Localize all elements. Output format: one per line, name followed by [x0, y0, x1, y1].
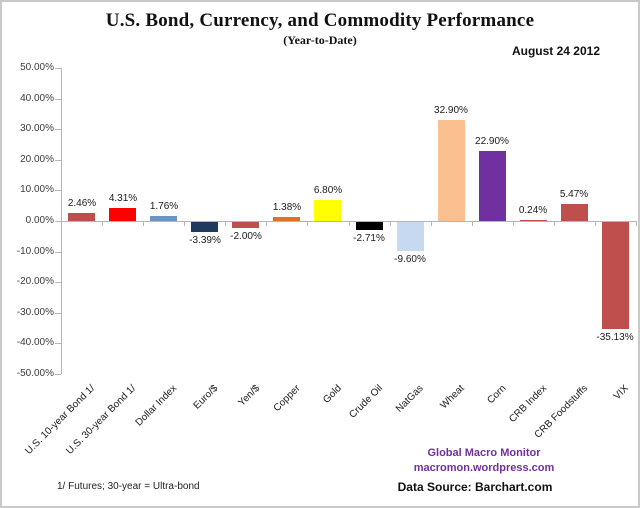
credit-line-2: macromon.wordpress.com: [413, 462, 555, 474]
y-tick-label: 10.00%: [20, 184, 54, 195]
x-category-label: Wheat: [438, 383, 467, 412]
bar-value-label: 2.46%: [67, 198, 97, 209]
bar: [68, 213, 95, 221]
x-category-label: Dollar Index: [133, 383, 180, 429]
y-tick-mark: [55, 252, 61, 253]
x-category-label: NatGas: [394, 383, 426, 415]
x-category-label: CRB Index: [507, 383, 550, 425]
x-category-label: Euro/$: [191, 383, 221, 412]
y-tick-mark: [55, 129, 61, 130]
bar-value-label: -9.60%: [394, 254, 426, 265]
bar: [273, 217, 300, 221]
x-category-label: Corn: [484, 383, 509, 407]
y-tick-mark: [55, 190, 61, 191]
bar-value-label: 1.76%: [149, 201, 179, 212]
bar: [109, 208, 136, 221]
x-tick-mark: [349, 221, 350, 226]
credit-line-1: Global Macro Monitor: [427, 447, 541, 459]
y-tick-mark: [55, 313, 61, 314]
bar: [520, 220, 547, 221]
bar-value-label: 0.24%: [518, 205, 548, 216]
x-tick-mark: [554, 221, 555, 226]
y-tick-mark: [55, 282, 61, 283]
y-tick-mark: [55, 221, 61, 222]
x-axis-line: [61, 221, 636, 222]
bar: [602, 222, 629, 329]
bar-value-label: 22.90%: [475, 136, 509, 147]
footnote: 1/ Futures; 30-year = Ultra-bond: [57, 481, 200, 492]
y-tick-label: 50.00%: [20, 62, 54, 73]
y-tick-label: -10.00%: [16, 246, 54, 257]
y-tick-label: 30.00%: [20, 123, 54, 134]
x-tick-mark: [143, 221, 144, 226]
bar: [397, 222, 424, 251]
y-tick-label: -20.00%: [16, 276, 54, 287]
x-tick-mark: [595, 221, 596, 226]
bar-value-label: 1.38%: [272, 202, 302, 213]
bar-value-label: -35.13%: [596, 332, 634, 343]
x-category-label: Yen/$: [235, 383, 262, 409]
x-tick-mark: [61, 221, 62, 226]
x-category-label: Gold: [321, 383, 344, 406]
y-tick-mark: [55, 68, 61, 69]
bar-value-label: 6.80%: [313, 185, 343, 196]
x-category-label: Copper: [271, 383, 303, 414]
bar-value-label: 4.31%: [108, 193, 138, 204]
x-tick-mark: [390, 221, 391, 226]
x-tick-mark: [513, 221, 514, 226]
y-tick-mark: [55, 99, 61, 100]
y-tick-mark: [55, 160, 61, 161]
bar: [232, 222, 259, 228]
bar-value-label: 32.90%: [434, 105, 468, 116]
bar-value-label: -3.39%: [189, 235, 221, 246]
x-tick-mark: [307, 221, 308, 226]
x-tick-mark: [102, 221, 103, 226]
y-tick-label: 40.00%: [20, 93, 54, 104]
bar: [479, 151, 506, 221]
y-tick-mark: [55, 343, 61, 344]
x-tick-mark: [431, 221, 432, 226]
x-tick-mark: [184, 221, 185, 226]
x-category-label: Crude Oil: [347, 383, 385, 421]
x-category-label: U.S. 30-year Bond 1/: [64, 383, 139, 457]
x-category-label: U.S. 10-year Bond 1/: [23, 383, 98, 457]
y-tick-label: 0.00%: [25, 215, 54, 226]
x-tick-mark: [225, 221, 226, 226]
x-tick-mark: [636, 221, 637, 226]
y-tick-label: -30.00%: [16, 307, 54, 318]
x-tick-mark: [266, 221, 267, 226]
bar: [561, 204, 588, 221]
y-tick-label: -40.00%: [16, 337, 54, 348]
data-source: Data Source: Barchart.com: [397, 480, 553, 494]
bar: [314, 200, 341, 221]
y-tick-mark: [55, 374, 61, 375]
chart-title: U.S. Bond, Currency, and Commodity Perfo…: [105, 10, 535, 31]
bar: [438, 120, 465, 221]
x-category-label: VIX: [612, 383, 632, 403]
x-tick-mark: [472, 221, 473, 226]
bar-value-label: 5.47%: [559, 189, 589, 200]
chart-subtitle: (Year-to-Date): [283, 33, 357, 47]
y-tick-label: 20.00%: [20, 154, 54, 165]
y-tick-label: -50.00%: [16, 368, 54, 379]
bar-value-label: -2.00%: [230, 231, 262, 242]
bar-value-label: -2.71%: [353, 233, 385, 244]
credits-block: Global Macro Monitor macromon.wordpress.…: [354, 446, 614, 476]
bar: [356, 222, 383, 230]
bar: [191, 222, 218, 232]
chart-date: August 24 2012: [511, 44, 600, 58]
bar: [150, 216, 177, 221]
